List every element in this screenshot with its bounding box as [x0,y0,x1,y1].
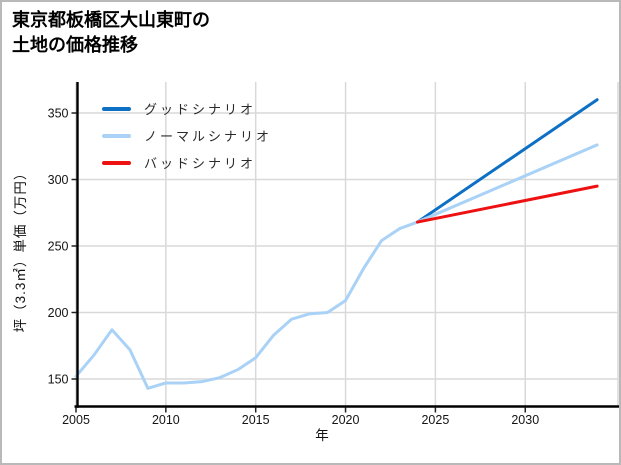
legend-swatch-normal [102,133,131,138]
series-line-bad [415,184,599,224]
legend-swatch-good [102,106,131,111]
legend-label: バッドシナリオ [144,156,257,171]
legend-item-bad: バッドシナリオ [102,149,272,176]
legend-item-normal: ノーマルシナリオ [102,122,272,149]
y-axis-title: 坪（3.3㎡）単価（万円） [13,165,28,333]
legend-label: ノーマルシナリオ [144,129,273,144]
chart-title-line2: 土地の価格推移 [12,35,138,56]
y-tick-label: 150 [48,373,69,387]
y-tick-label: 200 [48,306,69,320]
x-tick-label: 2025 [421,413,449,427]
y-tick-label: 250 [48,240,69,254]
x-tick-label: 2030 [511,413,539,427]
legend-swatch-bad [102,160,131,165]
x-tick-label: 2005 [62,413,90,427]
x-tick-label: 2015 [242,413,270,427]
series-line-good [415,98,599,224]
chart-title: 東京都板橋区大山東町の 土地の価格推移 [12,8,210,58]
y-tick-label: 350 [48,107,69,121]
x-tick-label: 2020 [332,413,360,427]
x-tick-label: 2010 [152,413,180,427]
series-line-history [74,220,419,390]
y-tick-label: 300 [48,173,69,187]
x-axis-title: 年 [315,428,329,443]
legend-label: グッドシナリオ [144,102,257,117]
legend-item-good: グッドシナリオ [102,95,272,122]
chart-title-line1: 東京都板橋区大山東町の [12,10,210,30]
series-line-normal [415,143,599,224]
legend: グッドシナリオノーマルシナリオ バッドシナリオ [102,95,272,176]
